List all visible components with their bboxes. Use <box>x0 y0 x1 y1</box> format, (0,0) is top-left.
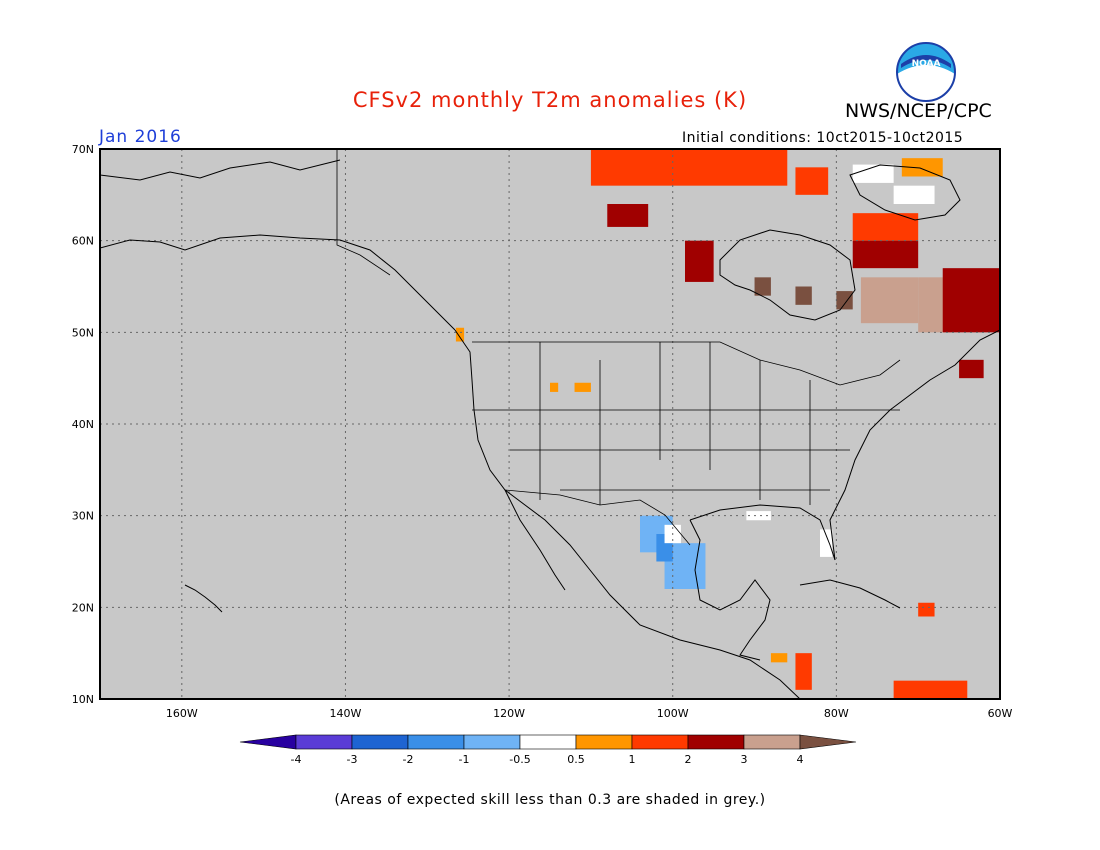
coastlines <box>100 159 1000 699</box>
anomaly-cell <box>901 158 943 177</box>
anomaly-cell <box>795 286 812 305</box>
lon-tick-label: 140W <box>330 707 362 720</box>
anomaly-cell <box>685 240 714 282</box>
us-gulf-coast <box>689 504 836 561</box>
baja-peninsula <box>504 489 566 591</box>
lon-tick-label: 160W <box>166 707 198 720</box>
legend-swatch <box>687 734 745 750</box>
legend-tick-label: 0.5 <box>567 753 585 766</box>
anomaly-cell <box>754 277 771 296</box>
legend-swatch <box>239 734 297 750</box>
anomaly-cell <box>795 653 812 690</box>
anomaly-cell <box>852 240 919 269</box>
axis-labels: 160W 140W 120W 100W 80W 60W 70N 60N 50N 40N 30N 20N… <box>72 143 1013 720</box>
lat-tick-label: 70N <box>72 143 94 156</box>
legend-labels: -4 -3 -2 -1 -0.5 0.5 1 2 3 4 <box>291 753 804 766</box>
lon-tick-label: 80W <box>824 707 849 720</box>
legend-swatch <box>575 734 633 750</box>
greenland-coast <box>849 164 961 221</box>
anomaly-cell <box>770 653 788 663</box>
valid-month-label: Jan 2016 <box>99 127 182 147</box>
anomaly-cells <box>455 149 1000 699</box>
legend-swatch <box>743 734 801 750</box>
legend-tick-label: 2 <box>685 753 692 766</box>
alaska-coast <box>100 234 456 331</box>
anomaly-cell <box>942 268 1000 333</box>
initial-conditions-label: Initial conditions: 10ct2015-10ct2015 <box>682 130 964 146</box>
legend-swatch <box>631 734 689 750</box>
anomaly-cell <box>918 602 935 617</box>
gridlines <box>100 149 1000 699</box>
legend-tick-label: 3 <box>741 753 748 766</box>
alaska-canada-border <box>336 149 391 276</box>
lon-tick-label: 120W <box>493 707 525 720</box>
noaa-logo: NOAA <box>896 42 956 102</box>
map-title: CFSv2 monthly T2m anomalies (K) <box>352 88 748 112</box>
legend-tick-label: -0.5 <box>509 753 530 766</box>
agency-label: NWS/NCEP/CPC <box>845 100 992 122</box>
legend-tick-label: -4 <box>291 753 302 766</box>
hawaii-coast <box>184 584 223 613</box>
legend-tick-label: -1 <box>459 753 470 766</box>
lat-tick-label: 60N <box>72 235 94 248</box>
us-canada-border <box>472 341 901 386</box>
legend-swatch <box>799 734 857 750</box>
lat-tick-label: 50N <box>72 326 94 339</box>
hudson-bay <box>719 229 856 321</box>
west-coast <box>454 329 801 699</box>
us-mexico-border <box>504 489 691 546</box>
us-state-borders <box>472 342 900 505</box>
legend-tick-label: 4 <box>797 753 804 766</box>
anomaly-cell <box>852 164 894 183</box>
cuba-coast <box>799 579 901 609</box>
anomaly-cell <box>893 680 968 699</box>
skill-footnote: (Areas of expected skill less than 0.3 a… <box>334 792 766 808</box>
anomaly-cell <box>455 327 465 342</box>
anomaly-cell <box>836 291 853 310</box>
political-borders <box>336 149 901 546</box>
anomaly-cell <box>860 277 919 324</box>
noaa-logo-text: NOAA <box>912 59 941 69</box>
legend-swatch <box>463 734 521 750</box>
legend-bar <box>239 734 857 750</box>
lat-tick-label: 10N <box>72 693 94 706</box>
lon-tick-label: 60W <box>988 707 1013 720</box>
anomaly-cell <box>959 359 984 379</box>
lat-tick-label: 30N <box>72 510 94 523</box>
lon-tick-label: 100W <box>657 707 689 720</box>
map-frame <box>99 148 1001 700</box>
legend-tick-label: 1 <box>629 753 636 766</box>
legend-swatch <box>407 734 465 750</box>
anomaly-cell <box>607 204 649 227</box>
anomaly-cell <box>795 167 829 195</box>
anomaly-cell <box>550 382 559 392</box>
anomaly-cell <box>746 511 771 521</box>
arctic-coast <box>100 159 341 181</box>
gulf-coast <box>689 519 771 661</box>
anomaly-cell <box>820 529 833 557</box>
legend-swatch <box>519 734 577 750</box>
legend-swatch <box>295 734 353 750</box>
legend-tick-label: -2 <box>403 753 414 766</box>
legend-swatch <box>351 734 409 750</box>
anomaly-cell <box>574 382 591 392</box>
lat-tick-label: 20N <box>72 601 94 614</box>
lat-tick-label: 40N <box>72 418 94 431</box>
legend-tick-label: -3 <box>347 753 358 766</box>
anomaly-cell <box>590 149 788 186</box>
anomaly-cell <box>893 185 935 204</box>
